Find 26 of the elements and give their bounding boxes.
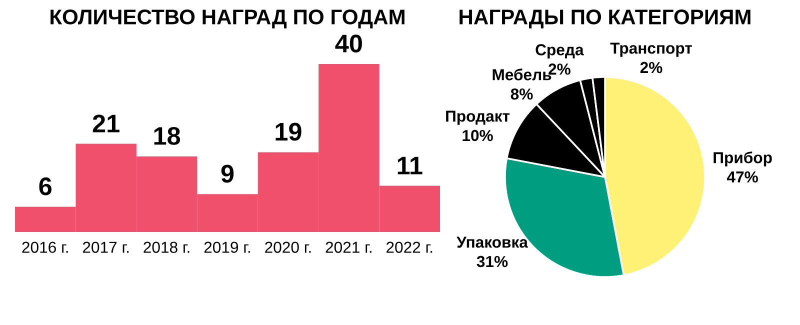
data-label: 19 xyxy=(276,122,302,141)
x-tick-label: 2020 г. xyxy=(265,242,311,253)
x-tick-label: 2016 г. xyxy=(22,242,68,253)
x-tick-label: 2017 г. xyxy=(82,242,129,253)
x-tick-label: 2019 г. xyxy=(204,242,250,253)
slice-label: Транспорт xyxy=(610,42,692,57)
slice-label: Среда xyxy=(536,44,584,59)
x-tick-label: 2018 г. xyxy=(144,242,190,253)
data-label: 21 xyxy=(92,114,120,132)
x-tick-label: 2021 г. xyxy=(326,242,372,253)
data-label: 40 xyxy=(335,34,362,53)
chart-title: НАГРАДЫ ПО КАТЕГОРИЯМ xyxy=(460,9,750,28)
data-label: 18 xyxy=(154,127,180,145)
slice-label: Упаковка xyxy=(456,236,528,248)
data-label: 9 xyxy=(221,164,234,183)
data-label: 8% xyxy=(510,88,533,100)
data-label: 11 xyxy=(398,156,422,174)
data-label: 10% xyxy=(462,130,493,142)
data-label: 6 xyxy=(39,177,52,196)
data-label: 31% xyxy=(476,256,508,268)
x-tick-label: 2022 г. xyxy=(386,242,432,253)
slice-label: Продакт xyxy=(446,110,510,125)
data-label: 47% xyxy=(726,171,758,183)
slice-label: Прибор xyxy=(714,151,772,166)
chart-title: КОЛИЧЕСТВО НАГРАД ПО ГОДАМ xyxy=(50,9,404,28)
data-label: 2% xyxy=(640,62,662,74)
